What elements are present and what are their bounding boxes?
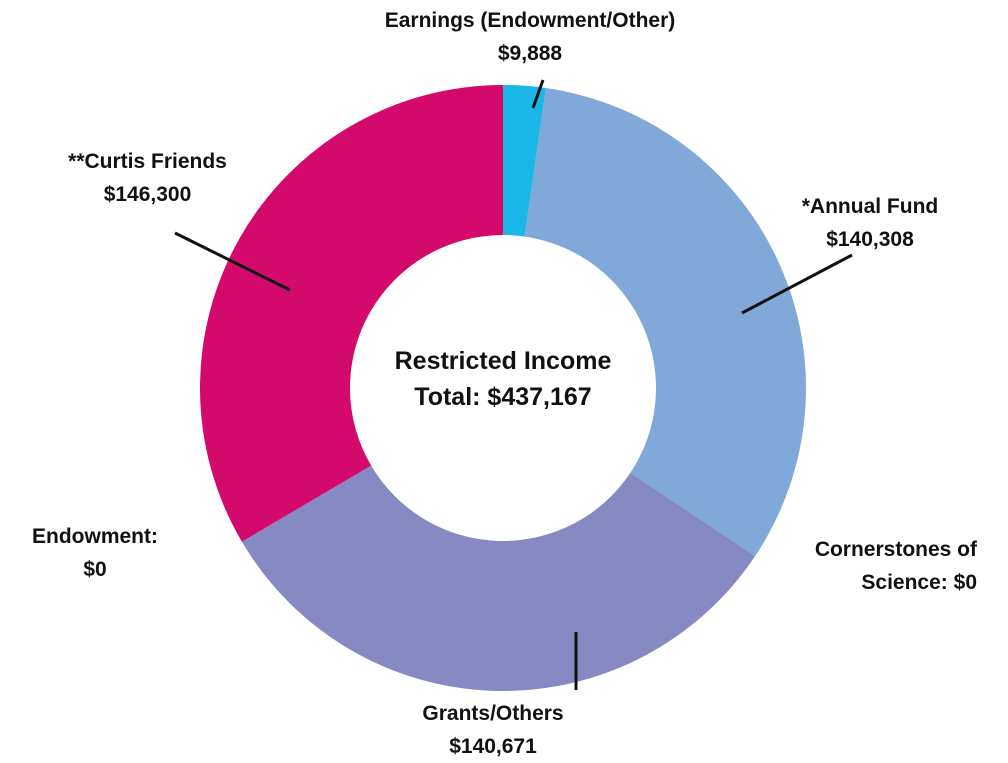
donut-slice — [200, 85, 503, 542]
slice-label: **Curtis Friends $146,300 — [20, 145, 275, 211]
slice-label: Endowment: $0 — [5, 520, 185, 586]
donut-slice — [524, 88, 806, 557]
category-label: Endowment: — [32, 525, 158, 548]
value-label: $0 — [83, 558, 107, 581]
donut-slice — [503, 85, 546, 237]
slice-label: Grants/Others $140,671 — [343, 697, 643, 763]
value-label: $140,308 — [826, 228, 914, 251]
category-label: **Curtis Friends — [68, 150, 227, 173]
center-total: Total: $437,167 — [414, 383, 592, 411]
slice-label: Earnings (Endowment/Other) $9,888 — [330, 4, 730, 70]
category-label: Cornerstones of Science: — [814, 538, 977, 594]
donut-slice — [241, 465, 756, 691]
center-title: Restricted Income — [394, 347, 612, 375]
value-label: $140,671 — [449, 735, 537, 758]
category-label: Grants/Others — [422, 702, 564, 725]
category-label: Earnings (Endowment/Other) — [384, 9, 676, 32]
value-label: $9,888 — [497, 42, 563, 65]
leader-line — [174, 231, 291, 292]
center-label: Restricted Income Total: $437,167 — [353, 343, 653, 415]
value-label: $0 — [953, 571, 977, 594]
leader-line — [531, 79, 545, 109]
slice-label: *Annual Fund $140,308 — [740, 190, 1000, 256]
value-label: $146,300 — [103, 183, 192, 206]
category-label: *Annual Fund — [801, 195, 939, 218]
leader-line — [741, 253, 853, 315]
slice-label: Cornerstones of Science: $0 — [780, 533, 977, 599]
